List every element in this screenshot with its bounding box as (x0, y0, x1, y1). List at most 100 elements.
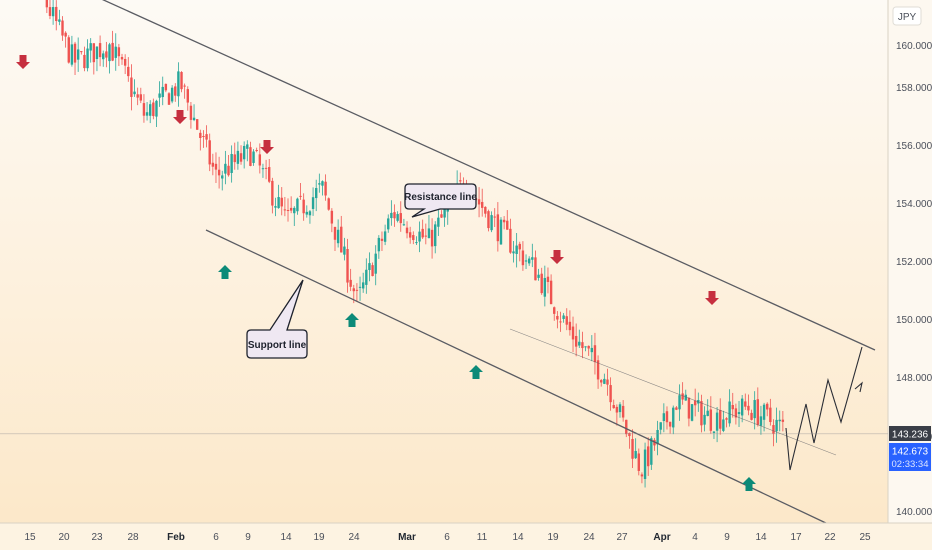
candle-body (76, 49, 80, 60)
candle-body (534, 257, 537, 281)
trend-lines (101, 0, 876, 525)
candle-body (189, 105, 193, 120)
candle-body (778, 419, 781, 422)
candle-body (493, 216, 496, 218)
candle-body (390, 212, 393, 219)
candle-body (427, 228, 431, 239)
candle-body (556, 315, 559, 320)
candle-body (537, 274, 540, 278)
candle-body (690, 404, 694, 421)
candle-body (211, 162, 215, 167)
candle-body (568, 321, 572, 331)
candle-body (490, 215, 493, 231)
candle-body (434, 224, 437, 247)
candle-body (527, 258, 531, 264)
candle-body (264, 167, 268, 169)
candle-body (221, 175, 224, 179)
candle-body (747, 405, 750, 411)
candle-body (618, 404, 622, 413)
x-tick-label: 14 (755, 532, 767, 543)
candle-body (271, 180, 274, 206)
candle-body (574, 335, 578, 347)
candle-body (668, 421, 672, 427)
candle-body (365, 269, 368, 285)
candle-body (152, 102, 155, 117)
candle-body (675, 407, 678, 410)
candle-body (158, 93, 161, 98)
candle-body (45, 0, 49, 8)
candle-body (324, 181, 327, 196)
candle-body (480, 201, 484, 208)
candle-body (487, 211, 490, 229)
candle-body (274, 206, 277, 208)
candle-body (571, 326, 575, 340)
up-arrow-marker (218, 265, 232, 279)
x-tick-label: Mar (398, 532, 416, 543)
candle-body (343, 246, 346, 255)
resistance-callout[interactable]: Resistance line (404, 183, 477, 218)
candle-body (477, 199, 481, 205)
candle-body (715, 412, 719, 431)
x-tick-label: 24 (348, 532, 360, 543)
candle-body (634, 450, 637, 459)
candle-body (531, 257, 534, 260)
candle-body (358, 286, 362, 288)
x-tick-label: 19 (547, 532, 559, 543)
candle-body (737, 412, 741, 415)
y-tick-label: 160.000 (896, 41, 932, 52)
candle-body (83, 54, 86, 69)
candle-body (421, 228, 424, 238)
candle-body (596, 360, 600, 380)
x-tick-label: 11 (477, 532, 488, 543)
candle-body (772, 425, 775, 434)
candle-body (396, 214, 399, 221)
candle-body (67, 37, 70, 63)
candle-body (509, 228, 512, 253)
candle-body (672, 407, 675, 428)
candle-body (98, 43, 102, 58)
x-tick-label: 23 (91, 532, 103, 543)
candle-body (361, 282, 365, 289)
candle-body (775, 419, 778, 432)
projection-path (785, 346, 863, 471)
candle-body (662, 413, 666, 422)
candle-body (205, 134, 208, 140)
candle-body (170, 87, 174, 102)
candle-body (330, 210, 334, 224)
candle-body (368, 263, 371, 271)
candle-body (183, 85, 186, 87)
candle-body (646, 446, 650, 467)
candle-body (136, 94, 139, 98)
candle-body (405, 227, 409, 234)
support-callout[interactable]: Support line (246, 279, 308, 359)
candle-body (377, 237, 381, 252)
y-tick-label: 154.000 (896, 199, 932, 210)
candle-body (693, 400, 697, 406)
candle-body (227, 165, 230, 176)
candle-body (120, 56, 124, 60)
current-price-tag (889, 443, 931, 471)
candle-body (709, 409, 713, 431)
candle-body (678, 395, 681, 410)
candle-body (258, 154, 262, 166)
candle-body (117, 47, 121, 57)
candle-body (261, 168, 265, 170)
candle-body (336, 229, 340, 244)
candle-body (108, 44, 111, 62)
candle-body (327, 198, 330, 210)
last-price-tag (889, 426, 931, 441)
candle-body (512, 251, 515, 254)
candle-body (321, 181, 324, 186)
up-arrow-marker (469, 365, 483, 379)
candle-body (606, 379, 609, 385)
candle-body (236, 150, 240, 164)
candle-body (706, 410, 709, 417)
x-tick-label: Feb (167, 532, 185, 543)
x-tick-label: 24 (583, 532, 595, 543)
candle-body (518, 243, 521, 250)
x-tick-label: 9 (724, 532, 730, 543)
time-scale-panel[interactable] (0, 523, 932, 550)
y-tick-label: 148.000 (896, 373, 932, 384)
